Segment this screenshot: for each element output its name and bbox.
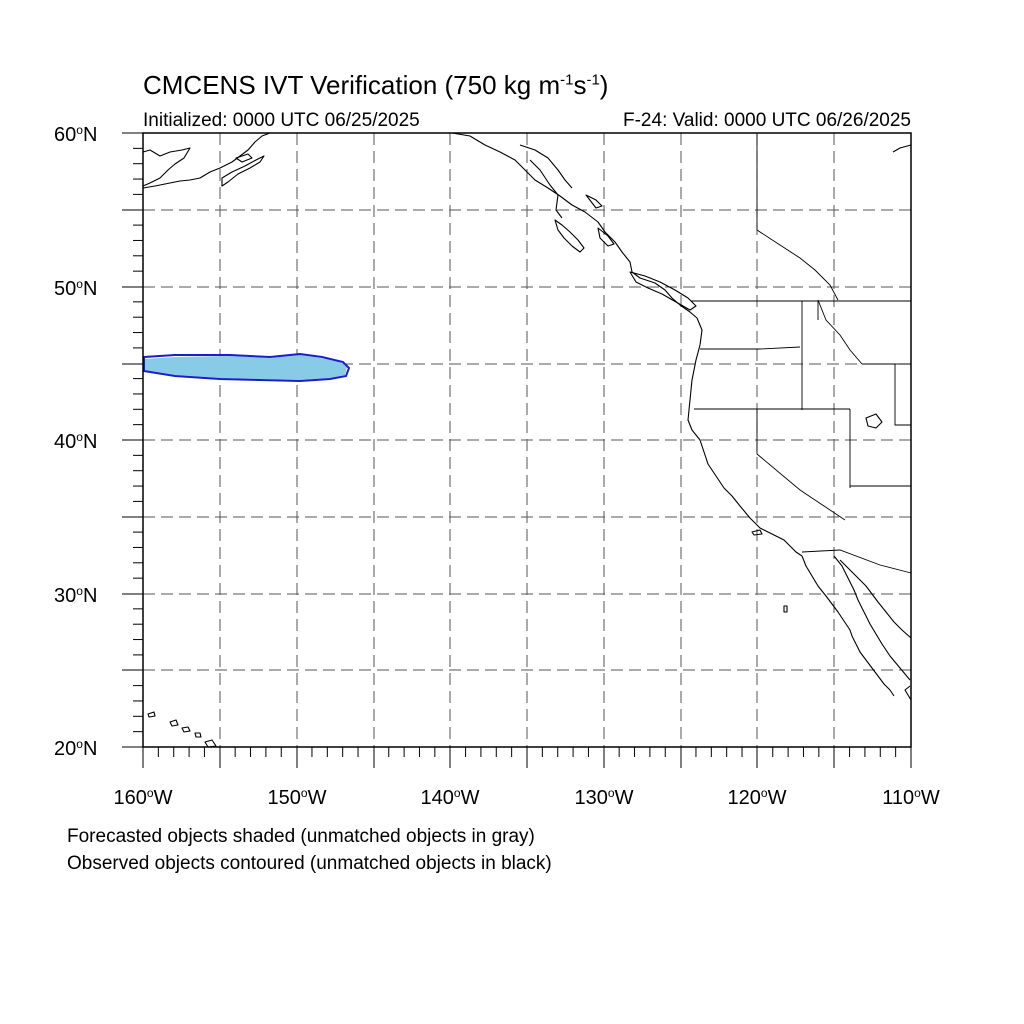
map-title: CMCENS IVT Verification (750 kg m-1s-1): [143, 70, 609, 100]
observed-object-contour: [143, 352, 351, 383]
legend-observed-note: Observed objects contoured (unmatched ob…: [67, 853, 552, 874]
lat-label-20: 20oN: [54, 737, 98, 760]
political-borders: [691, 133, 912, 574]
lon-label-130w: 130oW: [574, 786, 634, 809]
lon-label-120w: 120oW: [727, 786, 787, 809]
lat-label-30: 30oN: [54, 584, 98, 607]
lat-label-50: 50oN: [54, 277, 98, 300]
map-frame: [142, 132, 912, 748]
lat-label-60: 60oN: [54, 123, 98, 146]
initialized-time: Initialized: 0000 UTC 06/25/2025: [143, 110, 420, 131]
legend-forecast-note: Forecasted objects shaded (unmatched obj…: [67, 826, 535, 847]
lat-label-40: 40oN: [54, 430, 98, 453]
lon-label-110w: 110oW: [882, 786, 940, 809]
valid-time: F-24: Valid: 0000 UTC 06/26/2025: [623, 110, 911, 131]
tick-marks: [122, 132, 912, 768]
minor-tick-marks: [133, 147, 897, 757]
forecast-object-shaded: [144, 355, 347, 380]
grid-lines: [143, 133, 911, 747]
lon-label-140w: 140oW: [420, 786, 480, 809]
lon-label-160w: 160oW: [113, 786, 173, 809]
coastlines: [142, 132, 912, 748]
lon-label-150w: 150oW: [267, 786, 327, 809]
